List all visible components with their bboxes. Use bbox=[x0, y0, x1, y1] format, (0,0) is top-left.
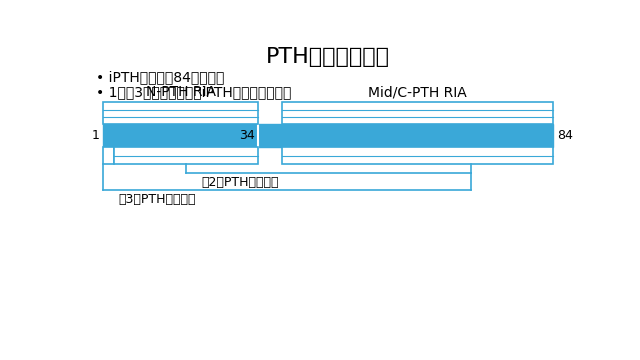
Bar bbox=[103, 124, 553, 147]
Bar bbox=[103, 103, 259, 124]
Bar bbox=[282, 147, 553, 164]
Text: 第1代PTH检测系统: 第1代PTH检测系统 bbox=[289, 103, 367, 116]
Text: 84: 84 bbox=[557, 129, 573, 142]
Bar bbox=[114, 147, 259, 164]
Text: 第3代PTH检测系统: 第3代PTH检测系统 bbox=[119, 193, 196, 206]
Bar bbox=[282, 103, 553, 124]
Text: 34: 34 bbox=[239, 129, 254, 142]
Text: 第2代PTH检测系统: 第2代PTH检测系统 bbox=[202, 176, 279, 189]
Text: PTH检测系统历史: PTH检测系统历史 bbox=[266, 47, 390, 67]
Text: • iPTH分子含有84个氨基酸: • iPTH分子含有84个氨基酸 bbox=[95, 70, 224, 84]
Text: 1: 1 bbox=[92, 129, 99, 142]
Bar bbox=[103, 147, 114, 164]
Text: Mid/C-PTH RIA: Mid/C-PTH RIA bbox=[368, 85, 467, 99]
Text: N-PTH RIA: N-PTH RIA bbox=[146, 85, 216, 99]
Text: • 1代到3代检测系统检测iPTH蛋白的不同位点: • 1代到3代检测系统检测iPTH蛋白的不同位点 bbox=[95, 86, 291, 100]
